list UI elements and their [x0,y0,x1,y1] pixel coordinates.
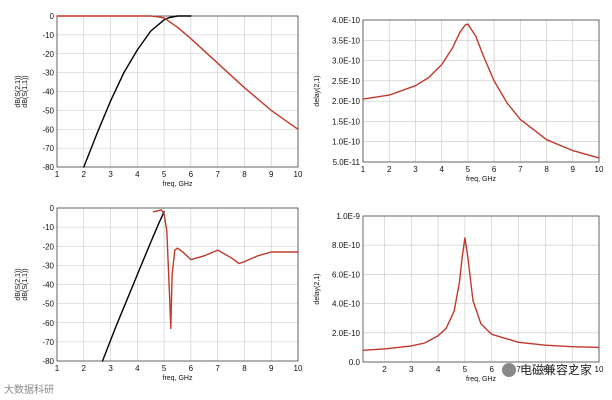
x-tick-label: 6 [189,364,194,373]
series-line-1 [101,211,165,362]
x-tick-label: 9 [269,364,274,373]
plot-frame [56,207,299,362]
x-tick-label: 6 [492,165,497,174]
x-tick-label: 7 [215,170,220,179]
x-tick-label: 2 [82,170,87,179]
x-tick-label: 10 [595,165,604,174]
x-tick-label: 4 [439,165,444,174]
x-tick-label: 2 [382,365,387,374]
x-tick-label: 6 [189,170,194,179]
x-tick-label: 7 [516,365,521,374]
y-tick-label: 1.0E-10 [332,138,361,147]
y-tick-label: 6.0E-10 [332,270,361,279]
x-tick-label: 8 [242,170,247,179]
y-axis-label: dB(S(2,1)) [15,268,22,300]
plot-frame [362,215,600,363]
y-tick-label: -40 [42,88,54,97]
x-axis-label: freq, GHz [163,181,193,188]
x-tick-label: 5 [466,165,471,174]
x-tick-label: 8 [544,165,549,174]
series-line-2 [56,15,299,131]
y-axis-label: dB(S(1,1)) [22,75,29,107]
y-tick-label: 8.0E-10 [332,241,361,250]
series-line-2 [152,209,299,330]
y-tick-label: -60 [42,319,54,328]
x-tick-label: 7 [215,364,220,373]
x-tick-label: 3 [409,365,414,374]
x-tick-label: 8 [543,365,548,374]
x-tick-label: 1 [55,170,60,179]
series-line-1 [362,23,600,159]
y-tick-label: 1.0E-9 [336,212,360,221]
x-tick-label: 9 [570,365,575,374]
y-tick-label: 4.0E-10 [332,300,361,309]
x-tick-label: 10 [294,364,303,373]
x-tick-label: 3 [108,170,113,179]
y-tick-label: -30 [42,261,54,270]
y-axis-label: dB(S(1,1)) [22,268,29,300]
watermark-left: 大数据科研 [4,385,54,396]
y-tick-label: 3.0E-10 [332,57,361,66]
y-tick-label: 5.0E-11 [333,158,361,167]
x-tick-label: 4 [436,365,441,374]
series-line-1 [362,237,600,351]
y-tick-label: 3.5E-10 [332,36,361,45]
x-tick-label: 8 [242,364,247,373]
chart-panel-3: 1 2 3 4 5 6 7 8 9 10 0 -10 -20 -30 -40 -50 -60 -70 -80 freq… [15,204,303,382]
x-axis-label: freq, GHz [466,376,496,383]
series-line-1 [83,15,192,168]
x-tick-label: 4 [135,364,140,373]
x-tick-label: 6 [490,365,495,374]
x-tick-label: 3 [413,165,418,174]
y-tick-label: 0.0 [349,358,361,367]
chart-panel-4: 2 3 4 5 6 7 8 9 10 1.0E-9 8.0E-10 6.0E-10 4.0E-10 2.0… [314,212,604,383]
x-tick-label: 5 [162,364,167,373]
y-axis-label: delay(2,1) [314,273,321,304]
y-tick-label: 4.0E-10 [332,16,361,25]
y-tick-label: 0 [50,12,55,21]
y-tick-label: -50 [42,106,54,115]
plot-frame [362,19,600,163]
y-tick-label: -80 [42,163,54,172]
x-tick-label: 7 [518,165,523,174]
y-tick-label: 2.0E-10 [332,329,361,338]
chart-panel-2: 1 2 3 4 5 6 7 8 9 10 4.0E-10 3.5E-10 3.0E-10 2.5E-10 2… [314,16,604,183]
y-tick-label: 2.5E-10 [332,77,361,86]
y-tick-label: -70 [42,144,54,153]
y-tick-label: -20 [42,242,54,251]
x-tick-label: 1 [361,165,366,174]
x-tick-label: 9 [269,170,274,179]
wechat-icon [501,362,516,377]
watermark-right-label: 电磁兼容之家 [519,363,592,377]
x-tick-label: 9 [571,165,576,174]
x-tick-label: 5 [463,365,468,374]
y-tick-label: 2.0E-10 [332,97,361,106]
x-tick-label: 5 [162,170,167,179]
x-tick-label: 1 [55,364,60,373]
y-tick-label: 1.5E-10 [332,117,361,126]
y-axis-label: delay(2,1) [314,75,321,106]
x-axis-label: freq, GHz [466,176,496,183]
x-tick-label: 4 [135,170,140,179]
y-tick-label: -50 [42,300,54,309]
y-tick-label: -60 [42,125,54,134]
x-tick-label: 10 [294,170,303,179]
x-axis-label: freq, GHz [163,375,193,382]
y-tick-label: -70 [42,338,54,347]
y-tick-label: 0 [50,204,55,213]
y-tick-label: -80 [42,357,54,366]
y-tick-label: -20 [42,50,54,59]
x-tick-label: 2 [387,165,392,174]
y-tick-label: -10 [42,223,54,232]
y-tick-label: -10 [42,31,54,40]
y-tick-label: -30 [42,69,54,78]
x-tick-label: 3 [108,364,113,373]
chart-panel-1: 1 2 3 4 5 6 7 8 9 10 0 -10 -20 -30 -40 -50 -60 -70 -80 freq… [15,12,303,188]
y-axis-label: dB(S(2,1)) [15,75,22,107]
watermark-right: 电磁兼容之家 [501,361,592,378]
x-tick-label: 2 [82,364,87,373]
y-tick-label: -40 [42,281,54,290]
x-tick-label: 10 [595,365,604,374]
